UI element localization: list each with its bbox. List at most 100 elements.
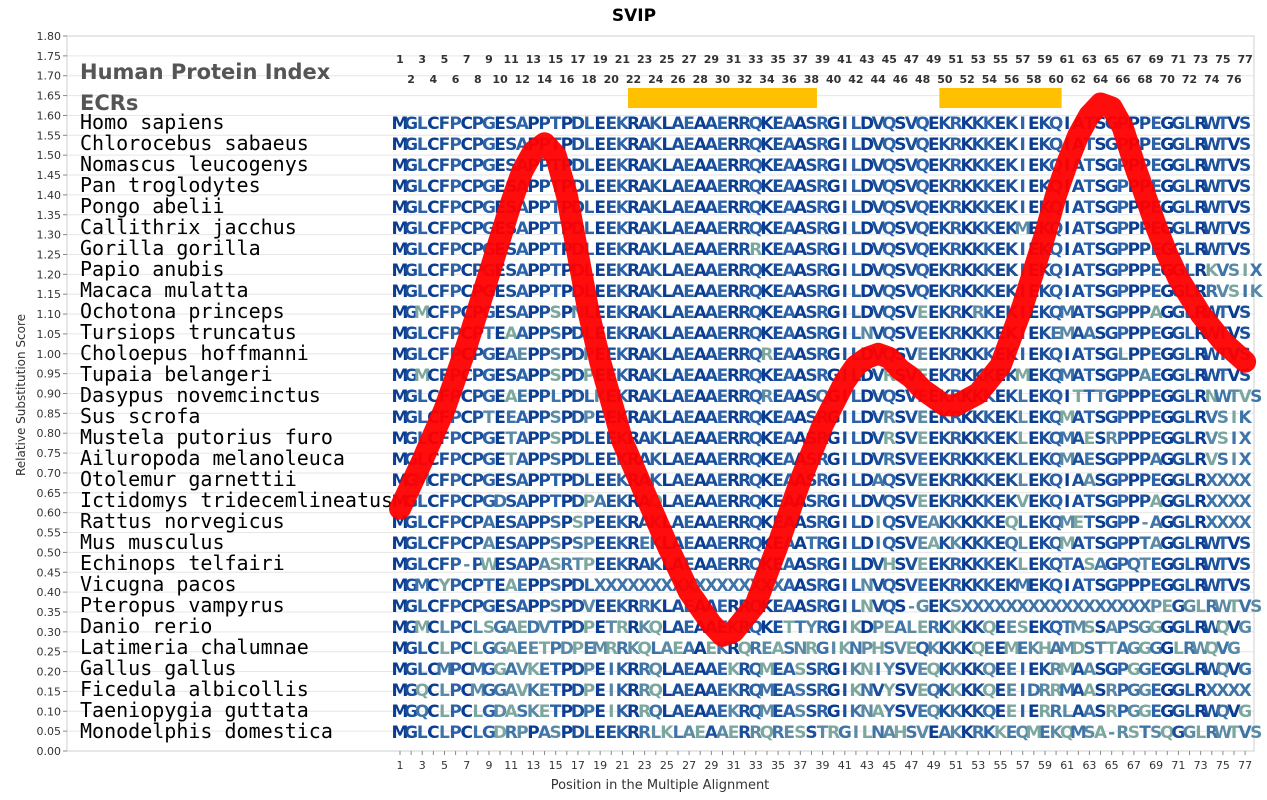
residue: L <box>1184 429 1195 449</box>
residue: F <box>439 114 451 134</box>
residue: A <box>783 282 797 302</box>
residue: Q <box>749 429 763 449</box>
residue: N <box>871 723 885 743</box>
residue: A <box>783 345 797 365</box>
residue: X <box>1083 597 1096 617</box>
residue: D <box>571 723 585 743</box>
residue: E <box>772 219 784 239</box>
residue: R <box>727 135 740 155</box>
residue: K <box>972 198 986 218</box>
residue: P <box>1117 408 1129 428</box>
residue: P <box>583 534 595 554</box>
residue: A <box>671 177 685 197</box>
residue: L <box>472 702 483 722</box>
residue: G <box>827 450 841 470</box>
residue: I <box>842 555 848 575</box>
residue: Q <box>882 303 896 323</box>
residue: S <box>1017 618 1029 638</box>
residue: E <box>928 366 940 386</box>
residue: L <box>850 282 861 302</box>
residue: S <box>894 702 906 722</box>
residue: E <box>683 177 695 197</box>
residue: P <box>472 534 484 554</box>
residue: E <box>928 135 940 155</box>
residue: Q <box>1049 534 1063 554</box>
residue: K <box>949 723 963 743</box>
residue: L <box>584 114 595 134</box>
residue: K <box>1038 534 1052 554</box>
residue: X <box>705 576 718 596</box>
residue: P <box>1139 408 1151 428</box>
residue: A <box>705 471 719 491</box>
residue: G <box>827 114 841 134</box>
residue: T <box>1084 198 1096 218</box>
residue: A <box>705 492 719 512</box>
residue: Q <box>1049 303 1063 323</box>
residue: L <box>439 681 450 701</box>
residue: G <box>482 471 496 491</box>
residue: D <box>860 471 874 491</box>
residue: E <box>1150 345 1162 365</box>
residue: R <box>627 681 640 701</box>
residue: G <box>404 576 418 596</box>
residue: E <box>995 303 1007 323</box>
residue: K <box>949 681 963 701</box>
residue: Q <box>982 681 996 701</box>
index-label-odd: 77 <box>1237 53 1252 66</box>
residue: D <box>526 618 540 638</box>
residue: E <box>717 534 729 554</box>
residue: P <box>561 303 573 323</box>
residue: I <box>1231 429 1237 449</box>
residue: X <box>727 576 740 596</box>
residue: A <box>671 471 685 491</box>
residue: K <box>983 219 997 239</box>
residue: V <box>872 387 886 407</box>
residue: M <box>392 387 409 407</box>
residue: Q <box>882 597 896 617</box>
residue: R <box>1105 702 1118 722</box>
residue: A <box>1072 492 1086 512</box>
residue: A <box>783 219 797 239</box>
residue: E <box>1028 366 1040 386</box>
species-name: Tursiops truncatus <box>80 320 297 344</box>
residue: G <box>1160 366 1174 386</box>
residue: R <box>949 219 962 239</box>
x-tick-label: 69 <box>1149 759 1163 772</box>
residue: E <box>494 282 506 302</box>
residue: K <box>649 219 663 239</box>
residue: V <box>1216 261 1230 281</box>
residue: K <box>938 597 952 617</box>
residue: E <box>995 660 1007 680</box>
residue: E <box>1028 114 1040 134</box>
residue: P <box>1128 492 1140 512</box>
residue: G <box>1105 324 1119 344</box>
residue: M <box>758 681 775 701</box>
y-tick-label: 1.55 <box>37 129 62 142</box>
residue: S <box>894 429 906 449</box>
index-label-even: 4 <box>430 73 438 86</box>
residue: A <box>538 555 552 575</box>
residue: G <box>1160 408 1174 428</box>
residue: R <box>727 513 740 533</box>
residue: A <box>938 723 952 743</box>
residue: P <box>449 492 461 512</box>
residue: D <box>493 702 507 722</box>
residue: S <box>505 555 517 575</box>
residue: K <box>760 135 774 155</box>
residue: T <box>550 219 562 239</box>
residue: Q <box>971 639 985 659</box>
y-tick-label: 1.50 <box>37 149 62 162</box>
residue: L <box>1184 177 1195 197</box>
residue: K <box>1038 471 1052 491</box>
residue: P <box>449 282 461 302</box>
residue: E <box>928 555 940 575</box>
residue: V <box>872 450 886 470</box>
residue: A <box>705 534 719 554</box>
residue: S <box>805 387 817 407</box>
residue: K <box>616 597 630 617</box>
residue: G <box>1171 534 1185 554</box>
residue: E <box>717 492 729 512</box>
residue: V <box>538 618 552 638</box>
residue: M <box>1070 723 1087 743</box>
residue: R <box>560 555 573 575</box>
